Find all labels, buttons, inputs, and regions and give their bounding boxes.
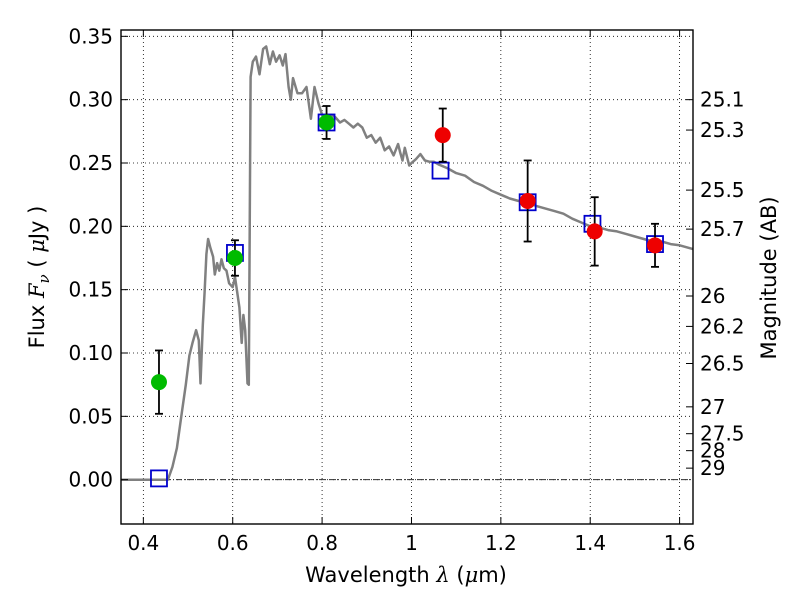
y-tick-label: 0.15	[68, 278, 113, 302]
x-tick-label: 1.4	[574, 531, 606, 555]
tick-labels: 0.4 0.6 0.8 1 1.2 1.4 1.6 0.00 0.05 0.10 0.15 0.20 0…	[68, 24, 744, 555]
magnitude-tick-label: 25.5	[700, 178, 745, 202]
magnitude-tick-label: 26.2	[700, 314, 745, 338]
model-spectrum-line	[121, 45, 694, 481]
x-tick-label: 1.6	[664, 531, 696, 555]
model-photometry-square	[150, 469, 168, 488]
x-axis-label: Wavelength λ (μm)	[305, 563, 507, 587]
x-tick-label: 0.4	[127, 531, 159, 555]
magnitude-tick-label: 25.3	[700, 118, 745, 142]
observed-flux-point	[150, 374, 167, 391]
grid	[121, 30, 693, 524]
magnitude-tick-label: 27.5	[700, 422, 745, 446]
y-tick-label: 0.20	[68, 214, 113, 238]
x-tick-label: 1	[405, 531, 418, 555]
axis-ticks	[121, 30, 693, 524]
observed-flux-point	[647, 237, 664, 254]
magnitude-tick-label: 25.1	[700, 88, 745, 112]
observed-flux-point	[434, 127, 451, 144]
observed-flux-point	[519, 193, 536, 209]
magnitude-tick-label: 25.7	[700, 217, 745, 241]
x-tick-label: 1.2	[485, 531, 517, 555]
magnitude-tick-label: 27	[700, 395, 725, 419]
observed-flux-point	[318, 114, 335, 131]
magnitude-tick-label: 28	[700, 439, 725, 463]
y-axis-label: Flux Fν ( μJy )	[25, 206, 53, 349]
magnitude-tick-label: 29	[700, 456, 725, 480]
data-series	[121, 45, 694, 488]
y-tick-label: 0.05	[68, 404, 113, 428]
y-tick-label: 0.10	[68, 341, 113, 365]
y-tick-label: 0.25	[68, 151, 113, 175]
magnitude-tick-label: 26.5	[700, 352, 745, 376]
y-tick-label: 0.30	[68, 88, 113, 112]
x-tick-label: 0.8	[306, 531, 338, 555]
y-tick-label: 0.35	[68, 24, 113, 48]
plot-frame	[120, 29, 694, 525]
observed-flux-point	[586, 223, 603, 240]
magnitude-tick-label: 26	[700, 284, 725, 308]
x-tick-label: 0.6	[217, 531, 249, 555]
y2-axis-label: Magnitude (AB)	[757, 196, 781, 359]
observed-flux-point	[226, 250, 243, 266]
y-tick-label: 0.00	[68, 468, 113, 492]
